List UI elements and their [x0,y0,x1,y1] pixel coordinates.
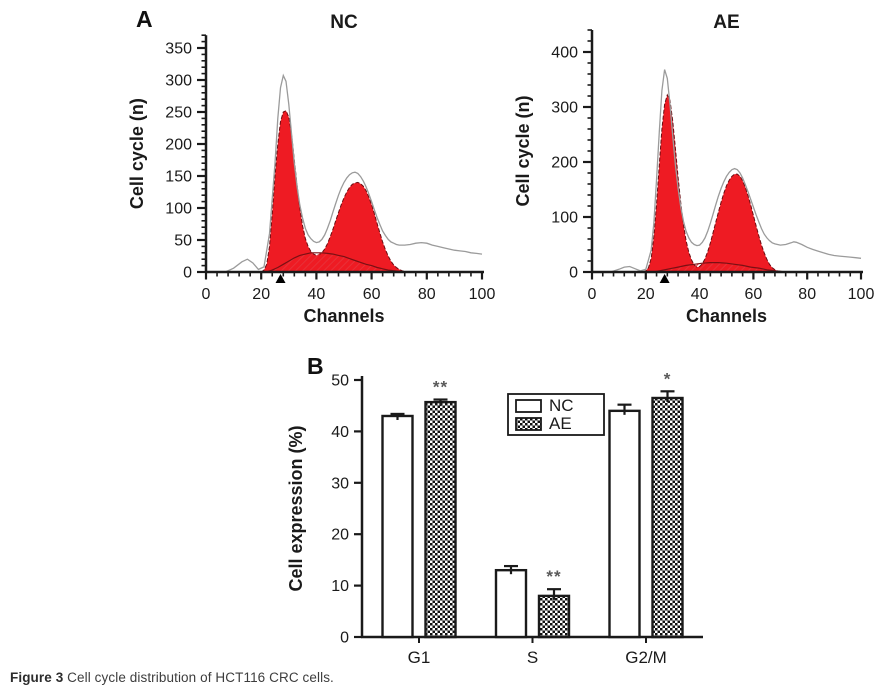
bar-nc-g1 [381,414,414,639]
bar-nc-g2-m [608,409,641,639]
x-tick-label: 20 [637,286,655,303]
category-label: G1 [408,648,431,667]
x-tick-label: 80 [798,286,816,303]
y-tick-label: 10 [331,578,349,595]
x-tick-label: 60 [363,286,381,303]
y-tick-label: 100 [165,201,192,218]
x-tick-label: 100 [848,286,875,303]
y-tick-label: 0 [340,630,349,647]
y-axis-title: Cell cycle (n) [127,98,147,209]
significance-marker: ** [433,378,448,397]
category-label: S [527,648,538,667]
g1-g2-peaks-area [642,93,784,273]
legend-swatch-ae [515,417,542,431]
flow-plot-ae: 0 100 200 300 400 0 20 40 60 80 100 AE Channels Cell … [513,12,874,326]
raw-data-curve [225,73,483,273]
x-tick-label: 80 [418,286,436,303]
x-axis-title: Channels [303,306,384,326]
y-tick-label: 200 [551,155,578,172]
x-tick-label: 40 [691,286,709,303]
y-tick-label: 350 [165,41,192,58]
bar-ae-g1 [424,400,457,639]
significance-marker: ** [546,567,561,586]
x-tick-label: 0 [588,286,597,303]
flow-plot-nc: 0 50 100 150 200 250 300 350 0 20 40 60 80 100 NC Chann… [127,12,495,326]
y-tick-label: 30 [331,475,349,492]
x-tick-label: 100 [469,286,496,303]
panel-b-label: B [307,353,324,379]
legend-swatch-nc [515,399,542,413]
bar-ae-s [537,594,571,639]
plot-title: AE [713,12,739,33]
figure-caption: Figure 3 Cell cycle distribution of HCT1… [10,670,334,685]
y-axis-title: Cell expression (%) [286,425,306,591]
x-tick-label: 40 [308,286,326,303]
figure-caption-label: Figure 3 [10,670,64,685]
panel-a-label: A [136,6,153,32]
raw-data-curve [610,69,862,273]
significance-marker: * [664,369,672,388]
s-phase-area [266,252,405,273]
x-tick-label: 60 [745,286,763,303]
y-axis-title: Cell cycle (n) [513,95,533,206]
y-tick-label: 40 [331,424,349,441]
y-tick-label: 250 [165,105,192,122]
plot-title: NC [330,12,358,33]
legend-label-ae: AE [549,414,572,433]
category-label: G2/M [625,648,667,667]
x-axis-title: Channels [686,306,767,326]
y-tick-label: 50 [331,373,349,390]
y-tick-label: 300 [551,100,578,117]
y-tick-label: 0 [183,265,192,282]
bar-nc-s [494,568,528,639]
y-tick-label: 400 [551,45,578,62]
bar-ae-g2-m [651,396,684,639]
y-tick-label: 200 [165,137,192,154]
g1-g2-peaks-area [259,110,408,273]
figure-caption-text: Cell cycle distribution of HCT116 CRC ce… [63,670,334,685]
g1-marker-triangle [275,274,286,283]
g1-marker-triangle [659,274,670,283]
y-tick-label: 100 [551,210,578,227]
x-tick-label: 20 [252,286,270,303]
legend-label-nc: NC [549,396,574,415]
y-tick-label: 150 [165,169,192,186]
y-tick-label: 20 [331,527,349,544]
y-tick-label: 300 [165,73,192,90]
x-tick-label: 0 [202,286,211,303]
y-tick-label: 0 [569,265,578,282]
y-tick-label: 50 [174,233,192,250]
